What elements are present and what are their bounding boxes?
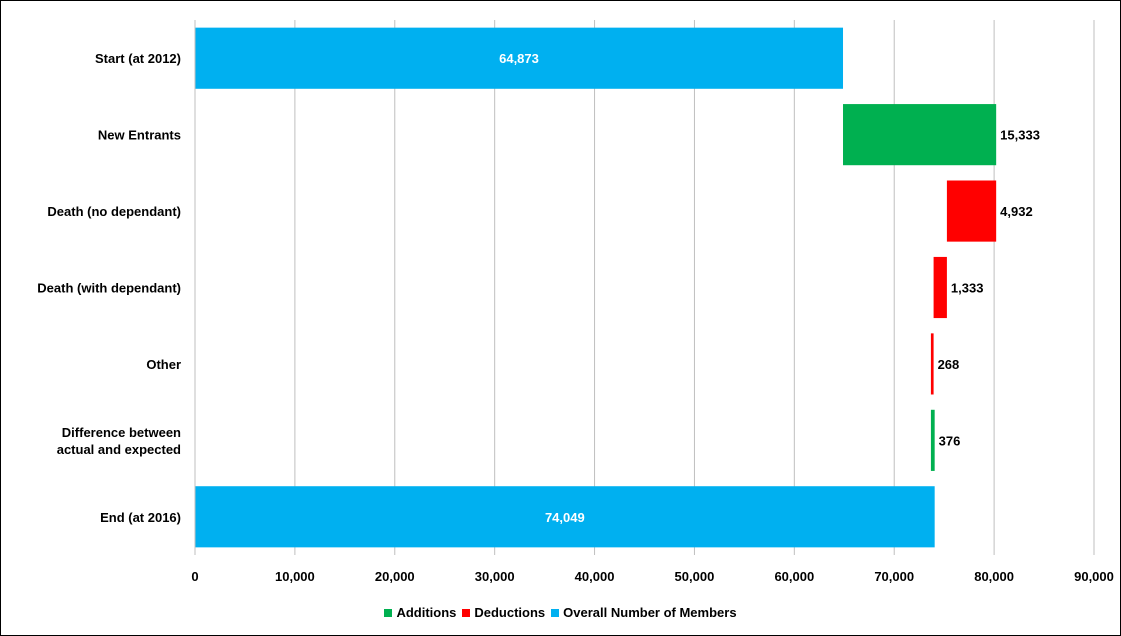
data-label: 74,049	[545, 510, 585, 525]
x-tick-label: 40,000	[575, 569, 615, 584]
data-label: 1,333	[951, 281, 984, 296]
x-tick-label: 20,000	[375, 569, 415, 584]
x-tick-label: 0	[191, 569, 198, 584]
legend: Additions Deductions Overall Number of M…	[0, 605, 1121, 620]
bar	[946, 180, 997, 242]
x-tick-label: 10,000	[275, 569, 315, 584]
x-tick-label: 70,000	[874, 569, 914, 584]
data-label: 64,873	[499, 51, 539, 66]
legend-item-additions: Additions	[384, 605, 456, 620]
category-label: New Entrants	[98, 128, 181, 143]
category-label: End (at 2016)	[100, 510, 181, 525]
legend-item-overall: Overall Number of Members	[551, 605, 737, 620]
legend-swatch-additions	[384, 608, 393, 617]
legend-label-deductions: Deductions	[474, 605, 546, 620]
category-label: Death (no dependant)	[47, 204, 181, 219]
data-label: 268	[938, 357, 960, 372]
bar	[930, 409, 935, 471]
legend-label-additions: Additions	[396, 605, 457, 620]
category-label: Death (with dependant)	[37, 281, 181, 296]
bar	[933, 256, 947, 319]
category-label: Start (at 2012)	[95, 51, 181, 66]
bar	[195, 27, 844, 89]
x-tick-label: 90,000	[1074, 569, 1114, 584]
x-tick-label: 60,000	[774, 569, 814, 584]
x-tick-label: 30,000	[475, 569, 515, 584]
bar	[930, 333, 934, 395]
legend-swatch-overall	[551, 608, 560, 617]
category-label: Other	[146, 357, 181, 372]
category-label: Difference between	[62, 425, 181, 440]
x-tick-label: 50,000	[675, 569, 715, 584]
data-label: 376	[939, 433, 961, 448]
legend-swatch-deductions	[462, 608, 471, 617]
bar	[843, 104, 997, 166]
x-tick-label: 80,000	[974, 569, 1014, 584]
legend-item-deductions: Deductions	[462, 605, 545, 620]
category-label: actual and expected	[57, 442, 181, 457]
legend-label-overall: Overall Number of Members	[563, 605, 737, 620]
data-label: 4,932	[1000, 204, 1033, 219]
bar	[195, 486, 935, 548]
data-label: 15,333	[1000, 128, 1040, 143]
